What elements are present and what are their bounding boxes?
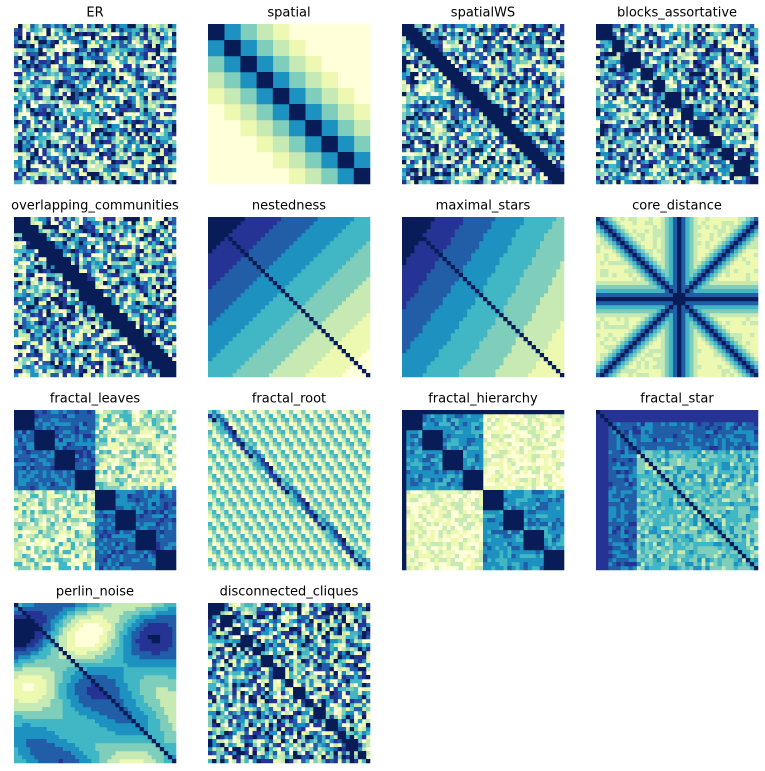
panel: overlapping_communities — [11, 199, 179, 378]
heatmap-cells — [14, 611, 173, 764]
panel: fractal_root — [208, 392, 371, 571]
heatmap-cells — [402, 24, 565, 185]
heatmap-cells — [14, 603, 177, 764]
heatmap-cells — [402, 24, 565, 185]
panel: ER — [14, 6, 177, 185]
heatmap-cells — [208, 217, 371, 378]
heatmap-cells — [596, 24, 759, 185]
heatmap-cells — [341, 349, 371, 378]
heatmap-cells — [268, 277, 371, 378]
panel-title: spatial — [267, 6, 310, 21]
panel: fractal_star — [596, 392, 759, 571]
heatmap-cells — [422, 217, 557, 378]
heatmap-cells — [14, 410, 177, 571]
panel-title: core_distance — [632, 199, 722, 214]
heatmap-cells — [596, 24, 759, 185]
panel: fractal_hierarchy — [402, 392, 565, 571]
panel: spatialWS — [402, 6, 565, 185]
heatmap-cells — [14, 615, 144, 764]
heatmap-cells — [406, 414, 565, 571]
heatmap-cells — [402, 217, 464, 310]
heatmap-cells — [402, 217, 565, 378]
heatmap-cells — [608, 422, 759, 571]
heatmap-cells — [608, 422, 759, 571]
panel: disconnected_cliques — [208, 585, 371, 764]
panel-title: nestedness — [252, 199, 326, 214]
heatmap-cells — [402, 410, 565, 571]
panel-title: spatialWS — [451, 6, 515, 21]
panel-title: ER — [86, 6, 103, 21]
heatmap-cells — [596, 217, 759, 378]
heatmap-cells — [14, 217, 177, 378]
panel-title: maximal_stars — [436, 199, 531, 214]
panel-title: blocks_assortative — [617, 6, 737, 21]
heatmap-cells — [14, 410, 177, 571]
heatmap-cells — [406, 414, 565, 571]
panel: blocks_assortative — [596, 6, 759, 185]
heatmap-cells — [216, 414, 371, 567]
heatmap-cells — [596, 410, 759, 571]
panel: perlin_noise — [14, 585, 177, 764]
panel-title: perlin_noise — [56, 585, 134, 600]
panel-title: fractal_hierarchy — [428, 392, 538, 407]
heatmap-cells — [208, 603, 371, 764]
heatmap-cells — [208, 24, 371, 185]
heatmap-cells — [208, 217, 318, 326]
heatmap-cells — [208, 24, 371, 185]
panel: core_distance — [596, 199, 759, 378]
heatmap-cells — [596, 24, 759, 185]
heatmap-cells — [22, 623, 104, 692]
heatmap-cells — [208, 414, 359, 563]
heatmap-cells — [402, 217, 496, 354]
heatmap-cells — [596, 24, 759, 185]
heatmap-cells — [402, 24, 565, 185]
panel: fractal_leaves — [14, 392, 177, 571]
heatmap-cells — [406, 414, 565, 571]
panel: nestedness — [208, 199, 371, 378]
heatmap-cells — [14, 603, 177, 764]
heatmap-cells — [406, 414, 565, 571]
heatmap-cells — [596, 410, 759, 571]
panel-title: disconnected_cliques — [220, 585, 359, 600]
panel-title: fractal_root — [252, 392, 326, 407]
panel-title: fractal_star — [640, 392, 714, 407]
heatmap-cells — [402, 217, 524, 378]
heatmap-cells — [14, 410, 177, 571]
heatmap-cells — [212, 418, 363, 567]
heatmap-cells — [14, 217, 177, 378]
heatmap-cells — [14, 24, 177, 185]
heatmap-cells — [208, 24, 371, 185]
panel: maximal_stars — [402, 199, 565, 378]
panel-title: fractal_leaves — [50, 392, 140, 407]
panel-title: overlapping_communities — [11, 199, 179, 214]
heatmap-cells — [208, 603, 371, 764]
panel: spatial — [208, 6, 371, 185]
heatmap-cells — [495, 261, 565, 378]
